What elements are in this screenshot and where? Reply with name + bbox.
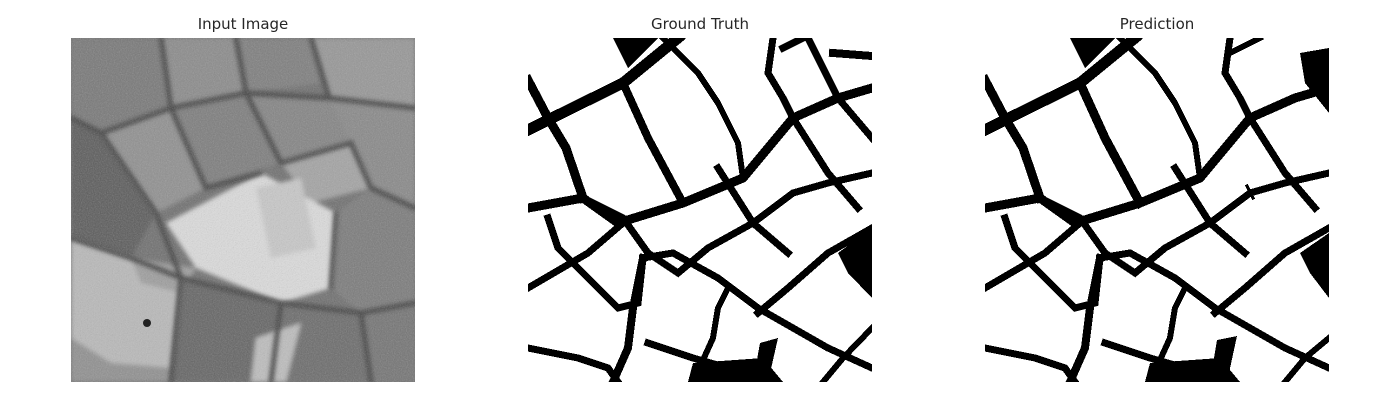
prediction-mask [985,38,1329,382]
input-image [71,38,415,382]
ground-truth-panel [528,38,872,382]
ground-truth-mask [528,38,872,382]
title-ground-truth: Ground Truth [651,15,749,33]
input-image-panel [71,38,415,382]
title-input-image: Input Image [197,15,289,33]
title-prediction: Prediction [1119,15,1195,33]
prediction-panel [985,38,1329,382]
